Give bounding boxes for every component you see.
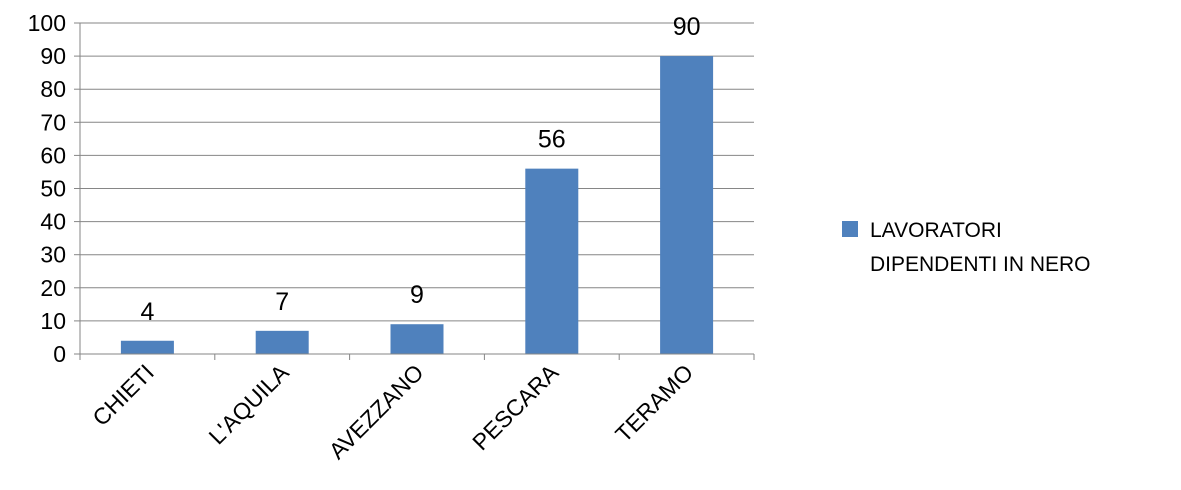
data-label: 7 [275,288,289,316]
bar-teramo [660,56,714,354]
y-tick-label: 80 [40,76,66,102]
bar-avezzano [390,324,444,354]
y-tick-label: 10 [40,308,66,334]
x-axis-ticks: CHIETI L'AQUILA AVEZZANO PESCARA TERAMO [79,354,755,464]
data-label: 9 [410,281,424,309]
x-category-label: CHIETI [87,359,159,431]
y-tick-label: 60 [40,142,66,168]
y-tick-label: 40 [40,209,66,235]
y-axis-ticks: 0 10 20 30 40 50 60 70 80 90 100 [28,10,80,367]
data-labels: 4 7 9 56 90 [140,13,700,326]
y-tick-label: 50 [40,176,66,202]
bar-laquila [255,330,309,354]
legend-label-line1: LAVORATORI [870,219,1002,242]
data-label: 90 [673,13,701,41]
bars [120,56,714,354]
y-tick-label: 70 [40,109,66,135]
y-tick-label: 0 [53,341,66,367]
y-tick-label: 90 [40,43,66,69]
data-label: 56 [538,126,566,154]
x-category-label: L'AQUILA [204,359,295,450]
bar-pescara [525,168,579,354]
data-label: 4 [140,298,154,326]
legend-label-line2: DIPENDENTI IN NERO [870,253,1091,276]
gridlines [80,22,754,322]
y-tick-label: 100 [28,10,66,36]
x-category-label: TERAMO [610,359,698,447]
y-tick-label: 20 [40,275,66,301]
x-category-label: AVEZZANO [324,359,429,464]
legend: LAVORATORI DIPENDENTI IN NERO [842,219,1091,276]
y-tick-label: 30 [40,242,66,268]
bar-chieti [120,340,174,354]
legend-swatch [842,221,858,237]
x-category-label: PESCARA [467,359,564,456]
